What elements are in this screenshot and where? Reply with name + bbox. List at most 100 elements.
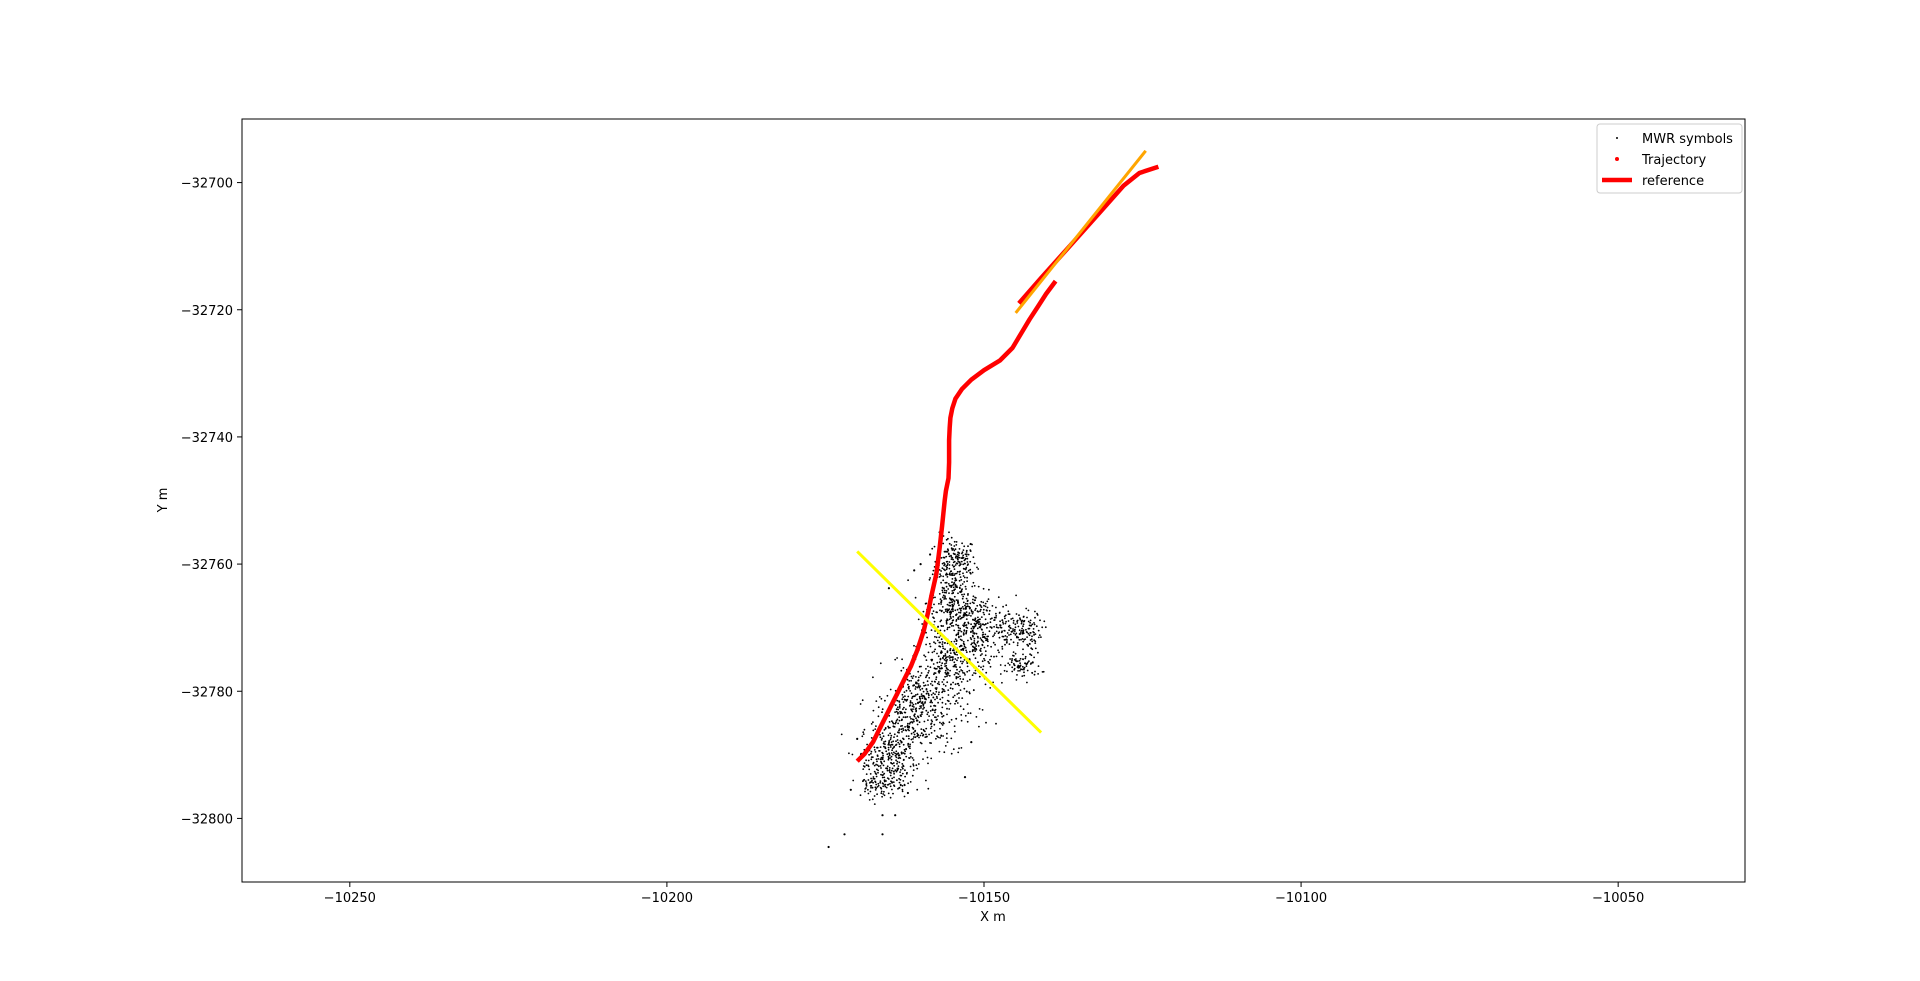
- mwr-point: [962, 556, 965, 559]
- mwr-point: [963, 643, 966, 646]
- mwr-point: [949, 613, 952, 616]
- mwr-point: [930, 659, 933, 662]
- mwr-point: [945, 619, 948, 622]
- mwr-point: [1030, 638, 1033, 640]
- mwr-point: [962, 633, 965, 636]
- mwr-point: [968, 691, 971, 693]
- mwr-point: [982, 608, 985, 611]
- mwr-point: [864, 780, 867, 782]
- mwr-point: [955, 676, 958, 678]
- mwr-point: [878, 750, 881, 752]
- mwr-point: [984, 618, 987, 621]
- mwr-point: [968, 614, 970, 616]
- mwr-point: [953, 595, 956, 598]
- mwr-point: [884, 743, 886, 746]
- mwr-point: [881, 758, 884, 761]
- mwr-point: [984, 633, 987, 636]
- mwr-point: [917, 701, 920, 704]
- mwr-point: [964, 607, 967, 609]
- mwr-point: [950, 752, 953, 755]
- mwr-point: [879, 733, 881, 736]
- mwr-point: [942, 721, 944, 724]
- mwr-point: [999, 626, 1002, 629]
- mwr-point: [954, 683, 957, 686]
- mwr-point: [944, 669, 947, 672]
- mwr-point: [955, 572, 958, 575]
- mwr-point: [865, 783, 868, 786]
- mwr-point: [945, 737, 948, 739]
- mwr-point: [954, 579, 957, 582]
- mwr-point: [934, 711, 936, 714]
- mwr-point: [877, 769, 879, 772]
- mwr-point: [953, 545, 956, 547]
- mwr-point: [927, 692, 930, 695]
- mwr-point: [870, 750, 873, 753]
- mwr-point: [941, 688, 944, 690]
- legend-label: Trajectory: [1641, 153, 1706, 168]
- mwr-point: [991, 605, 994, 607]
- mwr-point: [910, 738, 913, 741]
- mwr-point: [898, 728, 901, 730]
- mwr-point: [880, 767, 882, 769]
- mwr-point: [949, 649, 952, 652]
- mwr-point: [999, 624, 1002, 627]
- mwr-point: [948, 721, 951, 724]
- mwr-point: [966, 703, 969, 705]
- mwr-point: [976, 627, 979, 630]
- mwr-point: [954, 665, 956, 668]
- mwr-point: [950, 625, 953, 627]
- mwr-point: [997, 632, 1000, 635]
- mwr-point: [989, 621, 992, 624]
- mwr-point: [964, 585, 967, 588]
- mwr-point: [927, 787, 930, 790]
- mwr-point: [995, 624, 998, 626]
- mwr-point: [929, 689, 932, 692]
- mwr-point: [880, 697, 883, 700]
- mwr-point: [873, 770, 876, 773]
- y-tick-label: −32780: [181, 685, 233, 700]
- mwr-point: [948, 674, 951, 677]
- mwr-point: [945, 538, 948, 541]
- mwr-point: [903, 706, 905, 709]
- mwr-point: [948, 564, 951, 566]
- mwr-point: [1002, 621, 1004, 624]
- mwr-point: [1005, 604, 1008, 607]
- mwr-point: [1020, 638, 1022, 641]
- mwr-point: [893, 785, 896, 787]
- mwr-point: [950, 558, 953, 560]
- mwr-point: [911, 697, 913, 699]
- y-tick-label: −32740: [181, 431, 233, 446]
- mwr-point: [1001, 619, 1004, 622]
- mwr-point: [934, 596, 936, 599]
- mwr-point: [944, 745, 947, 747]
- mwr-point: [946, 618, 948, 620]
- mwr-point: [957, 629, 960, 632]
- mwr-point: [922, 681, 925, 684]
- mwr-point: [1022, 631, 1024, 634]
- mwr-point: [870, 786, 872, 789]
- mwr-point: [954, 578, 957, 580]
- mwr-point: [1027, 620, 1030, 623]
- mwr-point: [960, 719, 963, 722]
- mwr-point: [953, 565, 956, 568]
- mwr-point: [966, 614, 968, 617]
- mwr-point: [872, 721, 874, 724]
- mwr-point: [953, 540, 956, 543]
- mwr-point: [986, 622, 989, 625]
- mwr-point: [972, 611, 974, 613]
- mwr-point: [965, 602, 967, 605]
- mwr-point: [954, 658, 957, 660]
- mwr-point: [884, 747, 887, 749]
- mwr-point: [943, 598, 945, 600]
- mwr-point: [917, 670, 920, 673]
- mwr-point: [1003, 615, 1006, 618]
- mwr-point: [935, 737, 937, 740]
- mwr-point: [886, 765, 889, 768]
- mwr-point: [931, 684, 934, 687]
- mwr-point: [957, 616, 960, 619]
- mwr-point: [944, 685, 947, 687]
- mwr-point: [939, 721, 941, 724]
- legend: MWR symbols Trajectory reference: [1596, 123, 1743, 194]
- mwr-point: [1034, 642, 1037, 644]
- mwr-point: [881, 708, 884, 711]
